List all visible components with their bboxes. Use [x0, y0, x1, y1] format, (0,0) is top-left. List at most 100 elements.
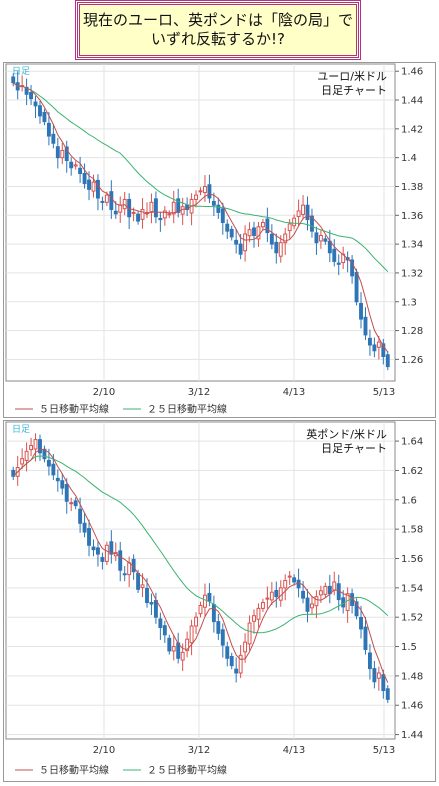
candle-up	[198, 190, 203, 193]
candle-down	[252, 227, 256, 236]
y-tick-label: 1.4	[401, 153, 417, 164]
candle-up	[332, 581, 337, 591]
candle-down	[64, 146, 69, 162]
candle-down	[332, 248, 337, 262]
candle-down	[33, 101, 38, 107]
candle-down	[82, 173, 87, 185]
candle-down	[220, 629, 225, 646]
candle-down	[149, 602, 154, 605]
x-tick-label: 3/12	[188, 387, 210, 398]
candle-up	[104, 194, 109, 203]
x-tick-label: 2/10	[93, 387, 115, 398]
candle-down	[238, 243, 243, 255]
y-tick-label: 1.6	[401, 495, 417, 506]
candle-down	[359, 616, 363, 630]
candle-up	[278, 242, 283, 257]
legend-ma5-label: ５日移動平均線	[39, 764, 109, 777]
candle-down	[38, 105, 42, 117]
candle-up	[60, 149, 65, 159]
y-tick-label: 1.44	[401, 96, 423, 107]
candle-up	[180, 206, 185, 215]
plot-area	[5, 421, 396, 740]
y-tick-label: 1.62	[401, 466, 423, 477]
candle-up	[265, 597, 270, 600]
candle-up	[260, 602, 265, 609]
candle-down	[113, 210, 118, 215]
candle-down	[216, 204, 221, 213]
candle-down	[207, 592, 212, 602]
chart-title-line: 日足チャート	[321, 442, 387, 455]
y-tick-label: 1.26	[401, 355, 423, 366]
ma25-line	[12, 455, 389, 634]
candle-up	[238, 654, 243, 674]
candle-down	[354, 601, 359, 617]
candle-down	[385, 354, 390, 368]
candle-down	[46, 122, 51, 137]
candle-down	[95, 179, 100, 199]
candle-down	[207, 184, 212, 199]
x-tick-label: 4/13	[283, 387, 305, 398]
candle-up	[283, 580, 288, 589]
candle-down	[38, 439, 42, 454]
y-tick-label: 1.34	[401, 240, 423, 251]
candle-down	[11, 76, 16, 84]
candle-down	[296, 579, 301, 589]
candle-up	[318, 590, 323, 596]
x-tick-label: 5/13	[373, 745, 395, 756]
candle-down	[274, 589, 279, 598]
period-label: 日足	[12, 424, 30, 435]
candle-down	[234, 668, 239, 674]
candle-down	[372, 668, 377, 683]
candle-up	[189, 625, 194, 644]
candle-up	[256, 607, 261, 620]
candle-down	[29, 92, 34, 100]
candle-down	[145, 587, 149, 604]
candle-down	[225, 223, 230, 232]
candle-down	[153, 599, 158, 618]
candle-down	[314, 232, 319, 244]
candle-up	[296, 210, 301, 217]
candle-down	[51, 463, 56, 476]
x-tick-label: 2/10	[93, 745, 115, 756]
candle-down	[162, 625, 167, 636]
gbpusd-chart: 1.64 1.62 1.6 1.58 1.56 1.54 1.52 1.5 1.48 1.46 1.…	[3, 420, 436, 782]
x-tick-label: 3/12	[188, 745, 210, 756]
candle-up	[314, 596, 319, 607]
legend-ma25-label: ２５日移動平均線	[147, 764, 227, 777]
y-tick-label: 1.52	[401, 613, 423, 624]
candle-down	[42, 111, 47, 123]
candle-down	[60, 480, 65, 489]
candle-up	[194, 616, 198, 627]
candle-down	[55, 146, 60, 159]
candle-up	[167, 213, 172, 216]
candle-down	[363, 626, 368, 650]
candle-down	[64, 484, 69, 502]
gbpusd-chart-panel: 1.64 1.62 1.6 1.58 1.56 1.54 1.52 1.5 1.48 1.46 1.…	[3, 420, 436, 782]
candle-up	[24, 450, 29, 461]
candle-down	[372, 344, 377, 352]
candle-down	[167, 637, 172, 652]
candle-up	[376, 341, 381, 348]
candle-down	[310, 215, 314, 232]
legend-ma5-label: ５日移動平均線	[39, 403, 109, 416]
candle-down	[211, 604, 216, 623]
y-tick-label: 1.42	[401, 124, 423, 135]
candle-down	[350, 259, 355, 277]
candle-up	[203, 594, 207, 608]
candle-up	[131, 211, 136, 214]
eurusd-chart-panel: 1.46 1.44 1.42 1.4 1.38 1.36 1.34 1.32 1.3 1.28 1.…	[3, 62, 436, 418]
candle-down	[323, 238, 328, 242]
candle-down	[385, 688, 390, 700]
candle-down	[118, 550, 123, 571]
legend-ma25-label: ２５日移動平均線	[147, 403, 227, 416]
candle-down	[136, 213, 141, 222]
candle-down	[158, 618, 163, 628]
candle-up	[194, 194, 198, 200]
candle-down	[269, 233, 274, 245]
candle-up	[247, 622, 252, 645]
candle-down	[87, 528, 91, 546]
candle-up	[140, 209, 145, 220]
candle-up	[162, 210, 167, 219]
candle-down	[216, 621, 221, 634]
candle-up	[287, 223, 292, 232]
